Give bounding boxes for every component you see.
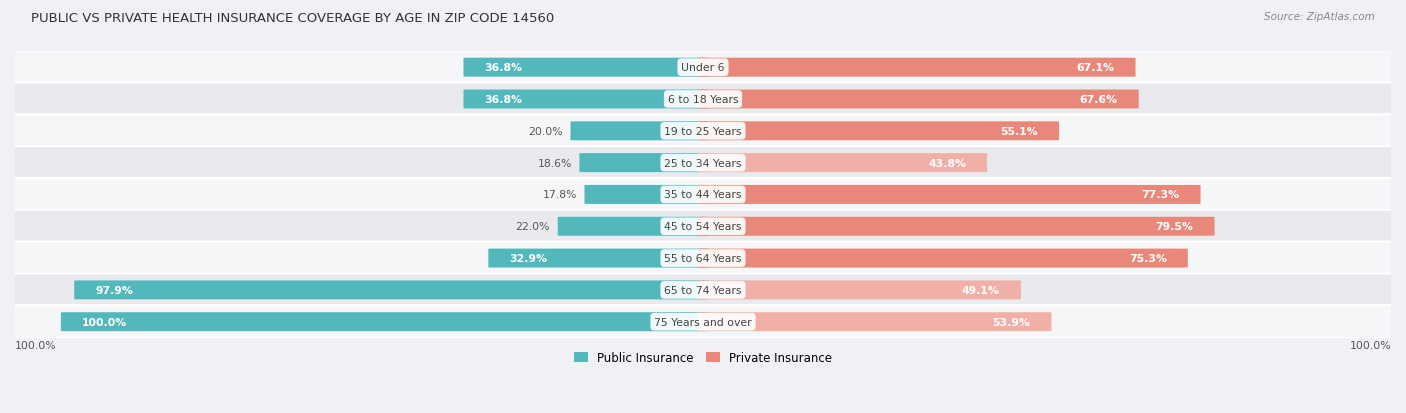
Text: 36.8%: 36.8% <box>485 95 523 105</box>
FancyBboxPatch shape <box>3 306 1403 338</box>
Text: 43.8%: 43.8% <box>928 158 966 168</box>
FancyBboxPatch shape <box>579 154 709 173</box>
Text: 36.8%: 36.8% <box>485 63 523 73</box>
FancyBboxPatch shape <box>3 83 1403 116</box>
Text: 17.8%: 17.8% <box>543 190 576 200</box>
Text: 67.6%: 67.6% <box>1080 95 1118 105</box>
Text: 18.6%: 18.6% <box>537 158 572 168</box>
FancyBboxPatch shape <box>75 281 709 300</box>
Text: 100.0%: 100.0% <box>1350 340 1391 350</box>
FancyBboxPatch shape <box>3 178 1403 211</box>
Text: 97.9%: 97.9% <box>96 285 134 295</box>
FancyBboxPatch shape <box>697 122 1059 141</box>
FancyBboxPatch shape <box>558 217 709 236</box>
Text: 20.0%: 20.0% <box>529 126 562 136</box>
Text: 67.1%: 67.1% <box>1077 63 1115 73</box>
FancyBboxPatch shape <box>3 210 1403 243</box>
Text: 65 to 74 Years: 65 to 74 Years <box>664 285 742 295</box>
FancyBboxPatch shape <box>571 122 709 141</box>
FancyBboxPatch shape <box>3 147 1403 180</box>
FancyBboxPatch shape <box>697 249 1188 268</box>
Text: PUBLIC VS PRIVATE HEALTH INSURANCE COVERAGE BY AGE IN ZIP CODE 14560: PUBLIC VS PRIVATE HEALTH INSURANCE COVER… <box>31 12 554 25</box>
Text: 32.9%: 32.9% <box>509 254 547 263</box>
FancyBboxPatch shape <box>585 185 709 204</box>
FancyBboxPatch shape <box>3 242 1403 275</box>
Text: Under 6: Under 6 <box>682 63 724 73</box>
FancyBboxPatch shape <box>464 59 709 78</box>
Text: 6 to 18 Years: 6 to 18 Years <box>668 95 738 105</box>
FancyBboxPatch shape <box>697 217 1215 236</box>
FancyBboxPatch shape <box>697 59 1136 78</box>
Text: 45 to 54 Years: 45 to 54 Years <box>664 222 742 232</box>
Text: 25 to 34 Years: 25 to 34 Years <box>664 158 742 168</box>
Text: 55 to 64 Years: 55 to 64 Years <box>664 254 742 263</box>
FancyBboxPatch shape <box>3 52 1403 85</box>
Text: 53.9%: 53.9% <box>993 317 1031 327</box>
FancyBboxPatch shape <box>697 185 1201 204</box>
Text: 75.3%: 75.3% <box>1129 254 1167 263</box>
FancyBboxPatch shape <box>697 154 987 173</box>
FancyBboxPatch shape <box>697 313 1052 331</box>
Text: 77.3%: 77.3% <box>1142 190 1180 200</box>
Text: 55.1%: 55.1% <box>1000 126 1038 136</box>
FancyBboxPatch shape <box>697 281 1021 300</box>
Text: 75 Years and over: 75 Years and over <box>654 317 752 327</box>
Text: 22.0%: 22.0% <box>516 222 550 232</box>
FancyBboxPatch shape <box>60 313 709 331</box>
FancyBboxPatch shape <box>3 274 1403 307</box>
Legend: Public Insurance, Private Insurance: Public Insurance, Private Insurance <box>569 347 837 369</box>
FancyBboxPatch shape <box>697 90 1139 109</box>
Text: Source: ZipAtlas.com: Source: ZipAtlas.com <box>1264 12 1375 22</box>
Text: 49.1%: 49.1% <box>962 285 1000 295</box>
Text: 100.0%: 100.0% <box>82 317 127 327</box>
Text: 79.5%: 79.5% <box>1156 222 1194 232</box>
FancyBboxPatch shape <box>464 90 709 109</box>
Text: 100.0%: 100.0% <box>15 340 56 350</box>
FancyBboxPatch shape <box>3 115 1403 148</box>
Text: 19 to 25 Years: 19 to 25 Years <box>664 126 742 136</box>
Text: 35 to 44 Years: 35 to 44 Years <box>664 190 742 200</box>
FancyBboxPatch shape <box>488 249 709 268</box>
